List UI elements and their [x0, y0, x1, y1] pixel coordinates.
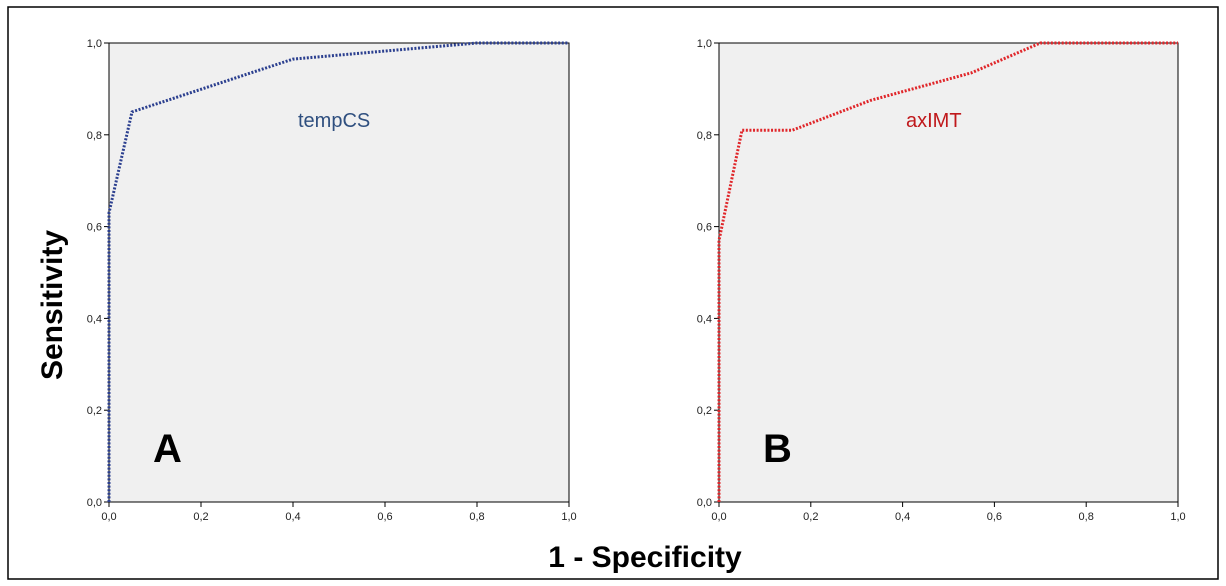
plot-area: [718, 42, 1179, 503]
x-tick-label: 0,0: [101, 511, 116, 523]
y-tick-label: 1,0: [697, 38, 712, 50]
y-tick-label: 0,8: [697, 130, 712, 142]
y-tick-label: 0,0: [87, 497, 102, 509]
y-tick-label: 0,2: [697, 405, 712, 417]
curve-label: tempCS: [298, 110, 370, 132]
x-tick-label: 0,0: [711, 511, 726, 523]
x-tick-label: 0,4: [895, 511, 910, 523]
x-tick-label: 0,6: [987, 511, 1002, 523]
x-tick-label: 0,8: [1079, 511, 1094, 523]
y-tick-label: 0,6: [87, 222, 102, 234]
panel-letter: A: [153, 427, 182, 471]
x-tick-label: 0,4: [285, 511, 300, 523]
x-tick-label: 0,2: [193, 511, 208, 523]
y-tick-label: 0,4: [87, 313, 102, 325]
x-tick-label: 0,2: [803, 511, 818, 523]
y-tick-label: 0,2: [87, 405, 102, 417]
plot-area: [108, 42, 570, 503]
roc-curve: [717, 41, 1178, 502]
curve-label: axIMT: [906, 110, 962, 132]
y-axis-title: Sensitivity: [36, 230, 69, 380]
y-tick-label: 0,4: [697, 313, 712, 325]
y-tick-label: 0,8: [87, 130, 102, 142]
x-tick-label: 0,6: [377, 511, 392, 523]
y-tick-label: 0,0: [697, 497, 712, 509]
x-tick-label: 1,0: [1170, 511, 1185, 523]
x-tick-label: 0,8: [469, 511, 484, 523]
panel-b: 0,0 0,2 0,4 0,6 0,8 1,0 0,0 0,2 0,4 0,6 0,8 1,0 axIM…: [697, 38, 1186, 523]
x-tick-label: 1,0: [561, 511, 576, 523]
panel-a: 0,0 0,2 0,4 0,6 0,8 1,0 0,0 0,2 0,4 0,6 0,8 1,0 temp…: [87, 38, 577, 523]
panel-letter: B: [763, 427, 792, 471]
x-axis-title: 1 - Specificity: [548, 541, 742, 574]
y-tick-label: 1,0: [87, 38, 102, 50]
y-tick-label: 0,6: [697, 222, 712, 234]
